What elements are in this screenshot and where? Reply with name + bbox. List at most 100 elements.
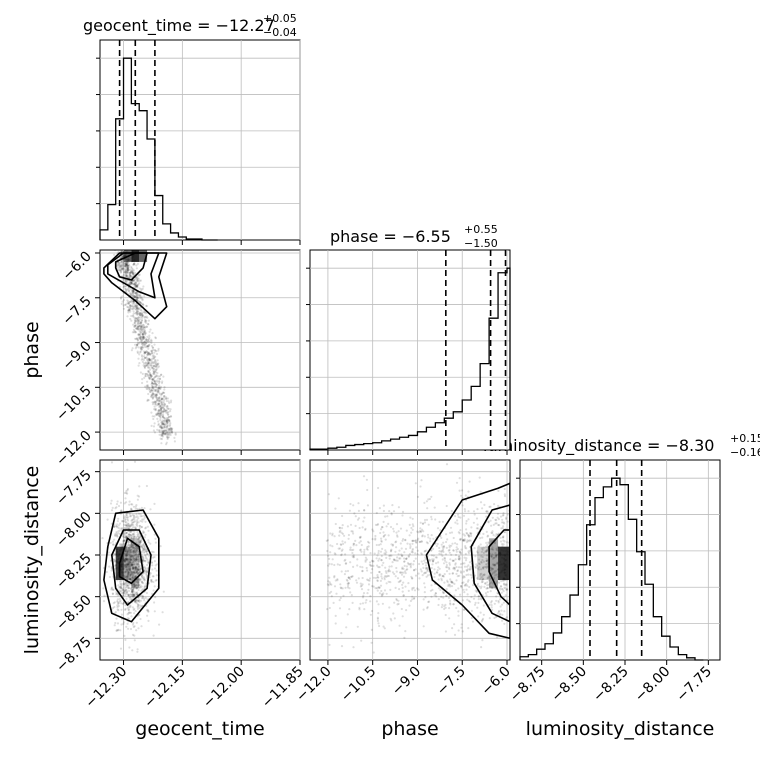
sample-point	[137, 582, 140, 585]
sample-point	[138, 568, 141, 571]
sample-point	[143, 365, 146, 368]
sample-point	[137, 322, 140, 325]
sample-point	[115, 532, 118, 535]
sample-point	[150, 360, 154, 363]
sample-point	[123, 557, 126, 560]
sample-point	[417, 572, 420, 575]
sample-point	[158, 403, 161, 406]
sample-point	[150, 374, 153, 377]
sample-point	[385, 582, 388, 585]
sample-point	[142, 518, 145, 521]
sample-point	[464, 546, 467, 549]
sample-point	[397, 530, 400, 533]
sample-point	[121, 519, 124, 523]
sample-point	[447, 596, 451, 600]
sample-point	[468, 567, 471, 571]
sample-point	[327, 580, 330, 583]
sample-point	[125, 576, 128, 579]
sample-point	[129, 275, 132, 278]
sample-point	[157, 362, 160, 365]
sample-point	[159, 413, 162, 416]
sample-point	[124, 554, 127, 558]
sample-point	[126, 613, 129, 616]
sample-point	[125, 536, 128, 539]
sample-point	[456, 522, 459, 525]
sample-point	[137, 588, 140, 592]
sample-point	[498, 587, 501, 590]
sample-point	[357, 577, 360, 580]
sample-point	[328, 606, 331, 610]
sample-point	[370, 559, 374, 562]
sample-point	[151, 352, 154, 355]
sample-point	[166, 420, 169, 423]
sample-point	[152, 382, 155, 385]
sample-point	[391, 544, 394, 547]
sample-point	[137, 583, 140, 587]
sample-point	[153, 601, 156, 604]
sample-point	[142, 326, 145, 329]
sample-point	[125, 513, 128, 517]
sample-point	[500, 591, 503, 594]
sample-point	[355, 581, 359, 584]
sample-point	[382, 625, 385, 628]
sample-point	[138, 599, 141, 602]
sample-point	[372, 576, 375, 579]
sample-point	[326, 583, 329, 586]
sample-point	[123, 285, 126, 288]
sample-point	[126, 274, 129, 277]
sample-point	[361, 596, 365, 599]
sample-point	[148, 366, 151, 369]
sample-point	[126, 552, 129, 556]
sample-point	[402, 575, 406, 578]
sample-point	[399, 557, 402, 560]
sample-point	[395, 566, 398, 570]
sample-point	[151, 378, 154, 381]
sample-point	[157, 420, 160, 423]
sample-point	[505, 588, 508, 592]
sample-point	[138, 294, 141, 297]
sample-point	[130, 530, 133, 533]
sample-point	[120, 267, 123, 270]
sample-point	[168, 418, 171, 421]
sample-point	[152, 372, 156, 375]
sample-point	[169, 415, 172, 418]
sample-point	[486, 534, 490, 537]
sample-point	[147, 338, 150, 342]
sample-point	[392, 558, 395, 561]
sample-point	[440, 543, 443, 546]
sample-point	[373, 552, 376, 555]
sample-point	[133, 595, 136, 598]
sample-point	[136, 285, 139, 288]
sample-point	[135, 291, 138, 294]
sample-point	[446, 566, 449, 569]
sample-point	[130, 591, 133, 594]
sample-point	[117, 629, 120, 632]
sample-point	[135, 281, 138, 284]
sample-point	[462, 514, 466, 517]
sample-point	[132, 566, 135, 569]
sample-point	[493, 571, 496, 574]
sample-point	[491, 547, 494, 551]
sample-point	[141, 550, 144, 553]
sample-point	[127, 563, 130, 566]
sample-point	[423, 501, 426, 504]
sample-point	[166, 435, 169, 438]
sample-point	[140, 580, 143, 583]
sample-point	[133, 583, 136, 587]
sample-point	[141, 329, 144, 332]
sample-point	[134, 575, 137, 578]
sample-point	[449, 558, 452, 561]
sample-point	[137, 580, 140, 584]
sample-point	[151, 355, 154, 358]
sample-point	[126, 522, 129, 525]
sample-point	[410, 531, 413, 534]
sample-point	[132, 546, 135, 549]
sample-point	[135, 504, 138, 507]
sample-point	[122, 532, 126, 535]
sample-point	[153, 405, 156, 408]
sample-point	[136, 563, 139, 566]
sample-point	[158, 433, 161, 436]
sample-point	[144, 343, 147, 346]
sample-point	[127, 533, 131, 536]
sample-point	[147, 340, 150, 343]
